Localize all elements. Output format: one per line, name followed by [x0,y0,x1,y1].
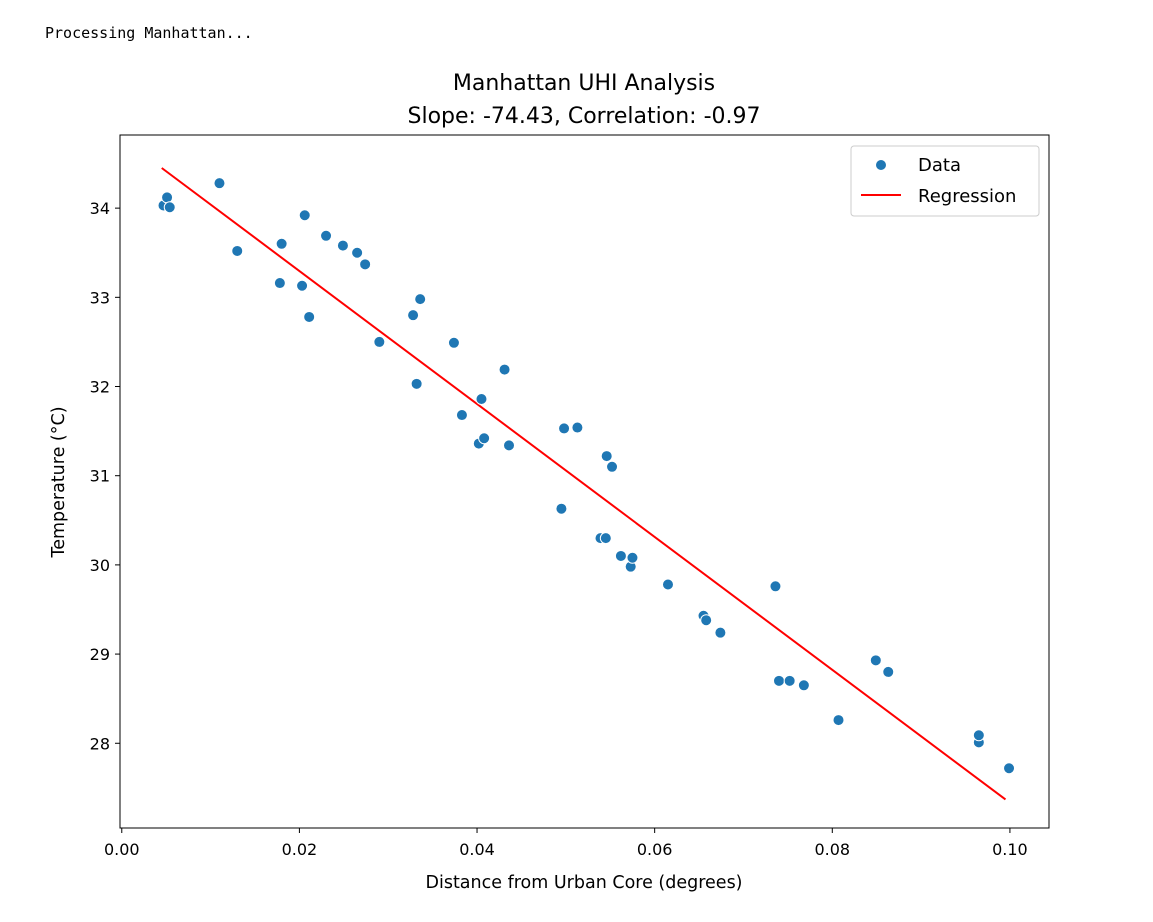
data-point [769,580,782,593]
data-point [275,237,288,250]
data-point [600,450,613,463]
data-point [414,293,427,306]
data-point [700,614,713,627]
data-point [606,460,619,473]
x-tick-label: 0.08 [814,840,850,859]
x-tick-label: 0.10 [992,840,1028,859]
data-point [599,532,612,545]
x-tick-label: 0.02 [282,840,318,859]
x-tick-label: 0.06 [637,840,673,859]
data-point [213,177,226,190]
data-point [475,393,488,405]
data-point [231,244,244,257]
data-point [298,209,311,222]
chart-title: Manhattan UHI Analysis [453,71,715,96]
legend-box [850,145,1040,217]
x-axis-label: Distance from Urban Core (degrees) [425,873,742,893]
y-axis-ticks: 28 29 30 31 32 33 34 [90,199,120,753]
data-point [478,432,491,445]
console-output: Processing Manhattan... [45,24,253,42]
y-axis-label: Temperature (°C) [49,406,69,558]
data-point [571,421,584,434]
y-tick-label: 30 [90,556,110,575]
regression-layer [161,167,1007,801]
data-point [714,626,727,639]
y-tick-label: 31 [90,467,110,486]
data-point [455,409,468,422]
data-point [303,310,316,323]
data-point [410,377,423,390]
data-point [773,674,786,687]
x-axis-ticks: 0.00 0.02 0.04 0.06 0.08 0.10 [104,828,1028,859]
data-point [351,246,364,259]
data-point [972,729,985,742]
data-point [797,679,810,692]
legend-regression-label: Regression [918,186,1016,207]
data-point [407,309,420,322]
data-point [555,502,568,515]
y-tick-label: 28 [90,734,110,753]
data-points-layer [157,177,1016,775]
data-point [273,277,286,290]
data-point [626,551,639,564]
data-point [359,258,372,271]
y-tick-label: 29 [90,645,110,664]
x-tick-label: 0.00 [104,840,140,859]
data-point [447,336,460,349]
y-tick-label: 33 [90,288,110,307]
data-point [373,335,386,348]
data-point [503,439,516,452]
plot-frame [119,134,1050,829]
data-point [882,665,895,678]
x-tick-label: 0.04 [459,840,495,859]
data-point [296,279,309,292]
chart-subtitle: Slope: -74.43, Correlation: -0.97 [408,104,761,129]
data-point [558,422,571,435]
data-point [614,549,627,562]
data-point [161,191,174,204]
legend-data-label: Data [918,155,961,176]
regression-line [161,167,1007,801]
data-point [783,674,796,687]
data-point [869,654,882,667]
data-point [163,201,176,214]
data-point [498,363,511,376]
data-point [320,229,333,242]
legend-data-marker [875,159,887,171]
data-point [336,239,349,252]
y-tick-label: 34 [90,199,110,218]
data-point [832,714,845,727]
y-tick-label: 32 [90,378,110,397]
data-point [1003,762,1016,775]
data-point [661,578,674,591]
legend: Data Regression [850,145,1040,217]
